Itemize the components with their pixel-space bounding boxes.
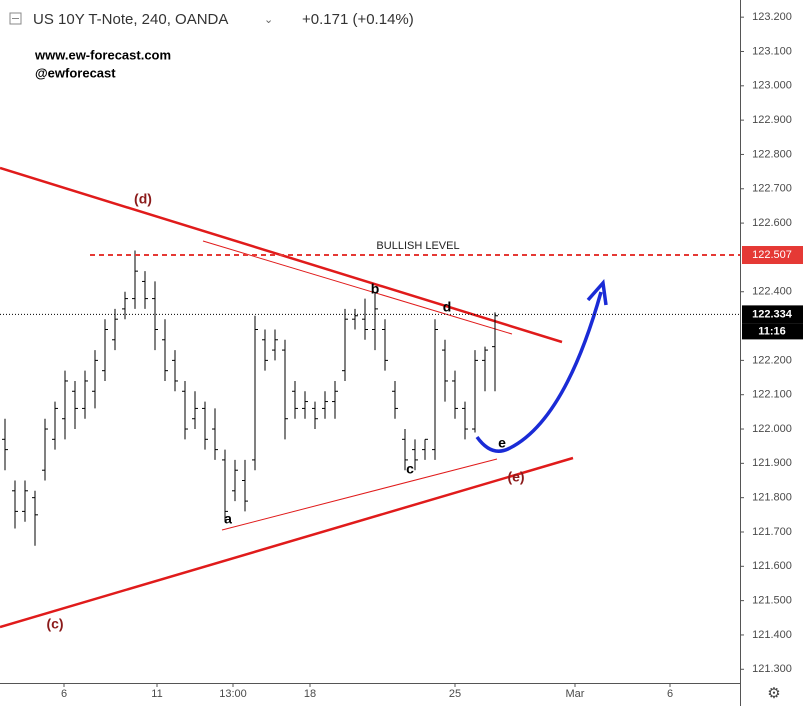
settings-icon[interactable]: ⚙ xyxy=(767,685,780,702)
wave-label: (d) xyxy=(134,191,152,207)
x-tick-label: 13:00 xyxy=(219,688,247,700)
wave-label: a xyxy=(224,511,232,527)
x-tick-label: 6 xyxy=(61,688,67,700)
x-tick-label: 18 xyxy=(304,688,316,700)
wave-label: c xyxy=(406,461,414,477)
y-tick-label: 123.100 xyxy=(752,45,792,57)
y-tick-label: 121.800 xyxy=(752,492,792,504)
x-tick-label: 11 xyxy=(151,688,162,700)
y-tick-label: 121.300 xyxy=(752,663,792,675)
wave-label: (e) xyxy=(507,469,524,485)
projection-arrow xyxy=(475,291,603,453)
watermark-handle: @ewforecast xyxy=(35,65,116,80)
y-tick-label: 123.000 xyxy=(752,80,792,92)
y-tick-label: 121.900 xyxy=(752,457,792,469)
y-tick-label: 122.200 xyxy=(752,354,792,366)
y-tick-label: 121.600 xyxy=(752,560,792,572)
y-tick-label: 121.400 xyxy=(752,629,792,641)
y-tick-label: 122.900 xyxy=(752,114,792,126)
change: +0.171 (+0.14%) xyxy=(302,11,414,28)
y-tick-label: 121.700 xyxy=(752,526,792,538)
symbol: US 10Y T-Note, 240, OANDA xyxy=(33,11,228,28)
trendline-upper-inner xyxy=(202,240,513,335)
collapse-icon[interactable] xyxy=(9,12,22,25)
wave-label: (c) xyxy=(46,616,63,632)
trendline-lower xyxy=(0,456,574,629)
x-tick-label: 6 xyxy=(667,688,673,700)
x-tick-label: 25 xyxy=(449,688,461,700)
y-tick-label: 122.400 xyxy=(752,286,792,298)
symbol-menu[interactable]: ⌄ xyxy=(264,14,273,26)
wave-label: b xyxy=(371,281,380,297)
x-tick-label: Mar xyxy=(566,688,585,700)
countdown-label: 11:16 xyxy=(758,325,786,337)
price-tag xyxy=(742,305,803,324)
bullish-level-label: BULLISH LEVEL xyxy=(376,240,459,252)
y-tick-label: 121.500 xyxy=(752,595,792,607)
y-tick-label: 122.600 xyxy=(752,217,792,229)
price-tag-label: 122.334 xyxy=(752,308,793,320)
trendline-lower-inner xyxy=(221,458,498,531)
wave-label: d xyxy=(443,299,452,315)
watermark-site: www.ew-forecast.com xyxy=(34,47,171,62)
price-tag-label: 122.507 xyxy=(752,249,792,261)
projection-arrowhead xyxy=(586,278,608,306)
price-tag xyxy=(742,246,803,265)
countdown-tag xyxy=(742,323,803,340)
y-tick-label: 122.000 xyxy=(752,423,792,435)
y-tick-label: 123.200 xyxy=(752,11,792,23)
y-tick-label: 122.800 xyxy=(752,148,792,160)
wave-label: e xyxy=(498,435,506,451)
y-tick-label: 122.100 xyxy=(752,389,792,401)
y-tick-label: 122.700 xyxy=(752,183,792,195)
